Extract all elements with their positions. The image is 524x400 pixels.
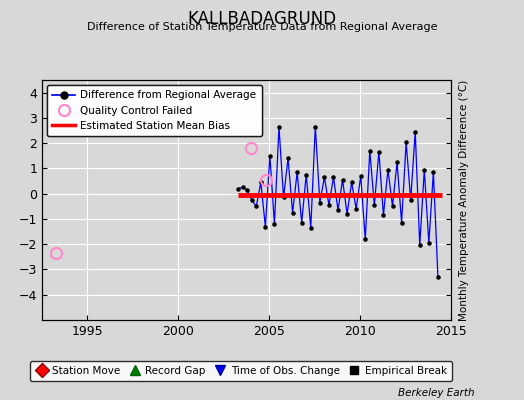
Text: Berkeley Earth: Berkeley Earth [398, 388, 474, 398]
Legend: Difference from Regional Average, Quality Control Failed, Estimated Station Mean: Difference from Regional Average, Qualit… [47, 85, 261, 136]
Y-axis label: Monthly Temperature Anomaly Difference (°C): Monthly Temperature Anomaly Difference (… [459, 79, 469, 321]
Legend: Station Move, Record Gap, Time of Obs. Change, Empirical Break: Station Move, Record Gap, Time of Obs. C… [30, 361, 452, 381]
Text: KALLBADAGRUND: KALLBADAGRUND [188, 10, 336, 28]
Text: Difference of Station Temperature Data from Regional Average: Difference of Station Temperature Data f… [87, 22, 437, 32]
